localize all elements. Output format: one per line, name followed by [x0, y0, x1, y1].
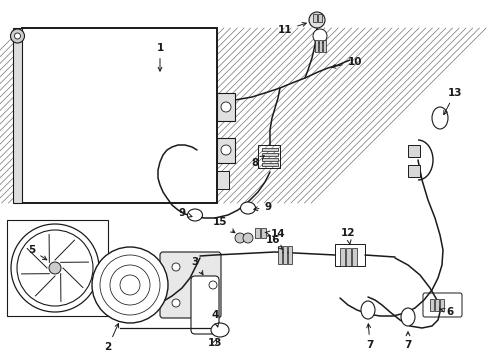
- Ellipse shape: [432, 107, 448, 129]
- Text: 8: 8: [251, 156, 264, 168]
- Bar: [13, 28, 22, 203]
- Circle shape: [17, 230, 93, 306]
- Text: 7: 7: [367, 324, 374, 350]
- Circle shape: [221, 145, 231, 155]
- Circle shape: [313, 29, 327, 43]
- Ellipse shape: [188, 209, 202, 221]
- Ellipse shape: [361, 301, 375, 319]
- Text: 10: 10: [332, 57, 362, 68]
- Text: 5: 5: [28, 245, 47, 260]
- Text: 6: 6: [441, 307, 454, 317]
- Circle shape: [235, 233, 245, 243]
- Bar: [430, 299, 434, 311]
- Circle shape: [49, 262, 61, 274]
- Text: 2: 2: [104, 324, 119, 352]
- Bar: [318, 14, 322, 22]
- FancyBboxPatch shape: [160, 252, 221, 318]
- Bar: [335, 244, 365, 266]
- Bar: [408, 165, 420, 177]
- Circle shape: [10, 29, 24, 43]
- Bar: [217, 138, 235, 163]
- Circle shape: [309, 12, 325, 28]
- Bar: [255, 228, 260, 238]
- Bar: [258, 145, 280, 168]
- FancyBboxPatch shape: [191, 276, 219, 334]
- Text: 9: 9: [254, 202, 271, 212]
- Ellipse shape: [241, 202, 255, 214]
- Bar: [261, 228, 266, 238]
- Text: 12: 12: [341, 228, 355, 244]
- Bar: [440, 299, 444, 311]
- Text: 11: 11: [278, 23, 306, 35]
- Bar: [262, 153, 278, 156]
- Text: 13: 13: [208, 338, 222, 348]
- Bar: [283, 246, 287, 264]
- Circle shape: [221, 102, 231, 112]
- Bar: [435, 299, 439, 311]
- Circle shape: [209, 281, 217, 289]
- Bar: [346, 248, 351, 266]
- Bar: [323, 40, 326, 52]
- Bar: [217, 171, 229, 189]
- Bar: [315, 40, 318, 52]
- Text: 15: 15: [213, 217, 235, 233]
- Bar: [22, 28, 217, 203]
- Text: 4: 4: [211, 310, 219, 327]
- Bar: [352, 248, 357, 266]
- Circle shape: [243, 233, 253, 243]
- Text: 13: 13: [444, 88, 462, 114]
- Bar: [313, 14, 317, 22]
- Text: 7: 7: [404, 332, 412, 350]
- Bar: [319, 40, 322, 52]
- Bar: [278, 246, 282, 264]
- Bar: [262, 163, 278, 166]
- Bar: [217, 93, 235, 121]
- Circle shape: [172, 299, 180, 307]
- Circle shape: [11, 224, 99, 312]
- Text: 9: 9: [178, 208, 192, 218]
- Bar: [408, 145, 420, 157]
- Circle shape: [15, 33, 21, 39]
- Ellipse shape: [401, 308, 415, 326]
- Ellipse shape: [211, 323, 229, 337]
- Text: 14: 14: [265, 229, 285, 239]
- Bar: [262, 148, 278, 151]
- Text: 3: 3: [192, 257, 203, 275]
- Bar: [22, 28, 217, 203]
- Bar: [288, 246, 292, 264]
- Bar: [340, 248, 345, 266]
- Circle shape: [172, 263, 180, 271]
- Circle shape: [92, 247, 168, 323]
- Bar: [262, 158, 278, 161]
- Text: 1: 1: [156, 43, 164, 71]
- Text: 16: 16: [266, 235, 283, 250]
